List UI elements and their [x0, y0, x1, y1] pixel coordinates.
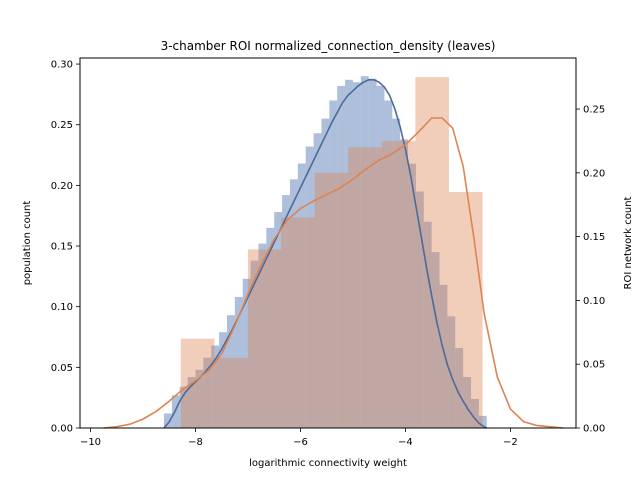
left-y-tick-label: 0.15	[51, 242, 73, 253]
kde-curves	[103, 79, 563, 429]
left-y-axis-ticks: 0.00 0.05 0.10 0.15 0.20 0.25 0.30	[51, 60, 80, 435]
population-bar	[179, 386, 188, 428]
roi-network-bar	[247, 249, 282, 428]
population-bar	[305, 146, 314, 428]
population-bar	[337, 85, 346, 428]
right-y-axis-ticks: 0.00 0.05 0.10 0.15 0.20 0.25	[576, 105, 605, 435]
left-histogram-bars	[163, 76, 487, 429]
population-bar	[368, 78, 377, 428]
left-y-axis-label: population count	[22, 201, 33, 286]
left-y-tick-label: 0.10	[51, 302, 73, 313]
left-y-tick-label: 0.25	[51, 120, 73, 131]
roi-network-bar	[381, 140, 416, 428]
population-bar	[321, 118, 330, 429]
roi-network-bar	[415, 77, 449, 428]
x-tick-label: −8	[188, 437, 203, 448]
roi-network-bar	[348, 147, 382, 428]
plot-frame	[79, 57, 577, 429]
roi-network-bar	[448, 191, 483, 428]
population-bar	[447, 316, 456, 428]
population-bar	[258, 243, 267, 428]
right-y-tick-label: 0.20	[583, 168, 605, 179]
population-bar	[415, 191, 424, 428]
population-bar	[352, 82, 361, 428]
right-y-axis-label: ROI network count	[623, 196, 634, 289]
population-bar	[384, 100, 393, 428]
population-bar	[195, 369, 204, 428]
population-kde-line	[163, 79, 488, 429]
population-bar	[289, 179, 298, 428]
population-bar	[274, 212, 283, 428]
population-bar	[266, 227, 275, 428]
population-bar	[203, 357, 212, 428]
x-tick-label: −2	[503, 437, 518, 448]
population-bar	[187, 377, 196, 428]
population-bar	[329, 100, 338, 428]
population-bar	[250, 260, 259, 428]
population-bar	[313, 133, 322, 428]
chart-title: 3-chamber ROI normalized_connection_dens…	[161, 39, 496, 53]
population-bar	[360, 76, 369, 429]
population-bar	[242, 278, 251, 428]
population-bar	[345, 79, 353, 429]
roi-network-bar	[214, 357, 248, 428]
population-bar	[226, 315, 235, 428]
population-bar	[219, 332, 227, 428]
left-y-tick-label: 0.20	[51, 181, 73, 192]
left-y-tick-label: 0.05	[51, 363, 73, 374]
population-bar	[282, 195, 290, 428]
population-bar	[297, 163, 306, 428]
x-tick-label: −10	[80, 437, 101, 448]
population-bar	[234, 296, 243, 428]
right-y-tick-label: 0.25	[583, 105, 605, 116]
roi-network-bar	[314, 172, 349, 428]
right-y-tick-label: 0.10	[583, 296, 605, 307]
x-tick-label: −4	[398, 437, 413, 448]
roi-network-bar	[180, 338, 215, 428]
population-bar	[211, 345, 220, 428]
population-bar	[439, 284, 448, 428]
population-bar	[408, 163, 416, 428]
left-y-tick-label: 0.00	[51, 424, 73, 435]
left-y-tick-label: 0.30	[51, 60, 73, 71]
x-axis-ticks: −10 −8 −6 −4 −2	[80, 428, 518, 448]
roi-network-kde-line	[103, 117, 563, 429]
roi-network-bar	[281, 217, 315, 428]
population-bar	[400, 139, 409, 428]
population-bar	[471, 398, 479, 428]
right-y-tick-label: 0.05	[583, 360, 605, 371]
population-bar	[392, 118, 401, 429]
population-bar	[163, 413, 172, 428]
population-bar	[463, 377, 472, 428]
x-tick-label: −6	[293, 437, 308, 448]
right-histogram-bars	[180, 77, 483, 428]
right-y-tick-label: 0.00	[583, 424, 605, 435]
population-bar	[376, 85, 385, 428]
population-bar	[455, 347, 464, 428]
population-bar	[171, 395, 180, 428]
population-bar	[478, 415, 487, 428]
right-y-tick-label: 0.15	[583, 232, 605, 243]
population-bar	[423, 221, 432, 428]
population-bar	[431, 252, 440, 428]
x-axis-label: logarithmic connectivity weight	[249, 458, 407, 469]
